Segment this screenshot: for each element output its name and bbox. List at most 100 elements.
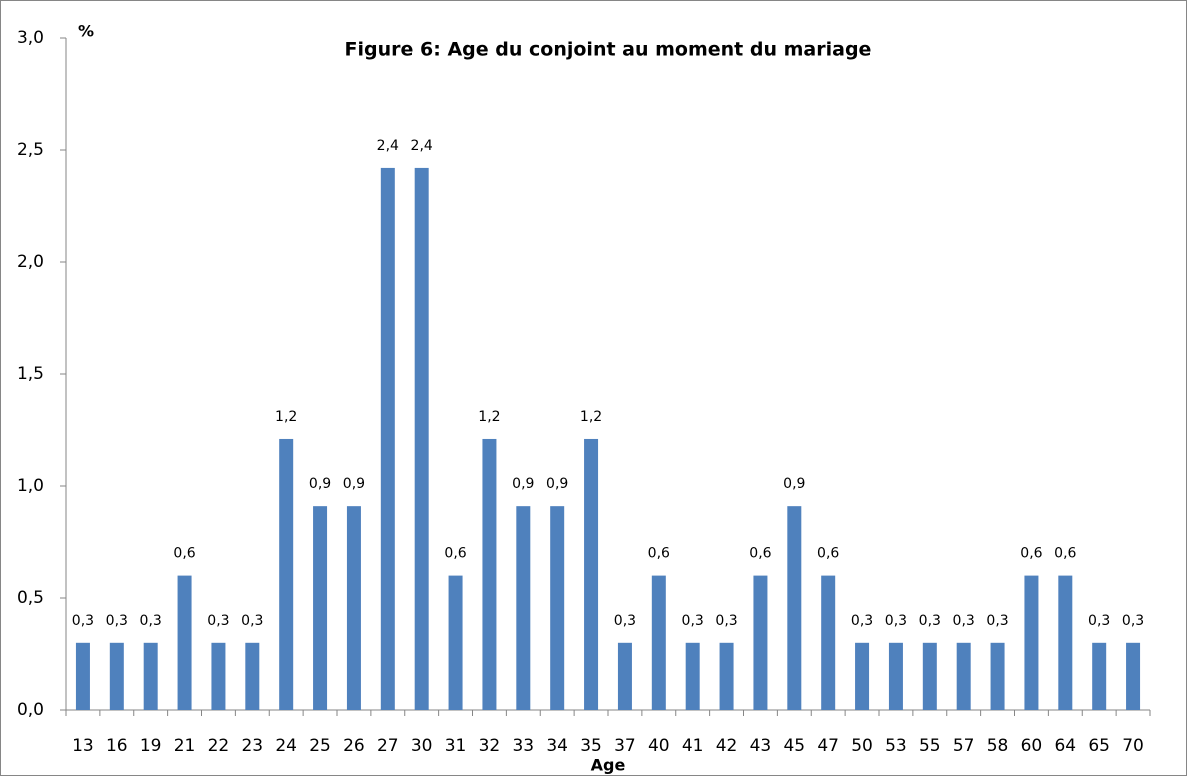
bar [1126, 642, 1141, 710]
value-label: 0,9 [512, 476, 534, 492]
bar [516, 506, 531, 710]
y-tick-label: 3,0 [17, 28, 44, 48]
bar [448, 575, 463, 710]
value-label: 2,4 [411, 138, 433, 154]
x-tick-label: 41 [682, 736, 704, 756]
y-tick-label: 0,0 [17, 700, 44, 720]
value-label: 0,6 [817, 546, 839, 562]
bar [922, 642, 937, 710]
bar [380, 167, 395, 711]
value-label: 0,6 [173, 546, 195, 562]
value-label: 0,3 [140, 613, 162, 629]
value-label: 0,3 [851, 613, 873, 629]
value-label: 0,3 [919, 613, 941, 629]
x-tick-label: 27 [377, 736, 399, 756]
x-tick-label: 57 [953, 736, 975, 756]
bar [245, 642, 260, 710]
x-tick-label: 37 [614, 736, 636, 756]
value-label: 2,4 [377, 138, 399, 154]
x-tick-label: 70 [1122, 736, 1144, 756]
x-tick-label: 24 [275, 736, 297, 756]
x-tick-label: 65 [1088, 736, 1110, 756]
y-tick-label: 1,0 [17, 476, 44, 496]
y-tick-label: 2,0 [17, 252, 44, 272]
value-label: 0,3 [614, 613, 636, 629]
bar [956, 642, 971, 710]
bar [346, 506, 361, 710]
value-label: 0,6 [444, 546, 466, 562]
bar [1092, 642, 1107, 710]
bar [1058, 575, 1073, 710]
x-tick-label: 60 [1021, 736, 1043, 756]
x-tick-label: 31 [445, 736, 467, 756]
x-tick-label: 13 [72, 736, 94, 756]
bar [143, 642, 158, 710]
y-tick-label: 0,5 [17, 588, 44, 608]
x-tick-label: 40 [648, 736, 670, 756]
value-label: 0,3 [682, 613, 704, 629]
value-label: 0,3 [953, 613, 975, 629]
x-tick-label: 43 [750, 736, 772, 756]
value-label: 0,6 [648, 546, 670, 562]
x-tick-label: 47 [817, 736, 839, 756]
x-tick-label: 42 [716, 736, 738, 756]
bar [888, 642, 903, 710]
x-tick-label: 50 [851, 736, 873, 756]
bar [753, 575, 768, 710]
bar [313, 506, 328, 710]
x-tick-label: 21 [174, 736, 196, 756]
value-label: 0,3 [241, 613, 263, 629]
bar [990, 642, 1005, 710]
value-label: 1,2 [275, 409, 297, 425]
y-tick-label: 2,5 [17, 140, 44, 160]
x-tick-label: 55 [919, 736, 941, 756]
bar [685, 642, 700, 710]
x-tick-label: 32 [479, 736, 501, 756]
y-axis-label: % [78, 22, 94, 41]
x-tick-label: 53 [885, 736, 907, 756]
value-label: 0,6 [749, 546, 771, 562]
value-label: 0,3 [106, 613, 128, 629]
value-label: 0,3 [986, 613, 1008, 629]
x-tick-label: 34 [546, 736, 568, 756]
chart-title: Figure 6: Age du conjoint au moment du m… [345, 39, 872, 61]
bar [550, 506, 565, 710]
bar [651, 575, 666, 710]
bar [414, 167, 429, 711]
bar [617, 642, 632, 710]
x-tick-label: 19 [140, 736, 162, 756]
value-label: 0,6 [1054, 546, 1076, 562]
x-tick-label: 26 [343, 736, 365, 756]
value-label: 0,9 [783, 476, 805, 492]
x-tick-label: 22 [208, 736, 230, 756]
value-label: 0,9 [343, 476, 365, 492]
x-axis-label: Age [591, 756, 626, 775]
bar [75, 642, 90, 710]
x-tick-label: 16 [106, 736, 128, 756]
x-tick-label: 30 [411, 736, 433, 756]
bar [177, 575, 192, 710]
x-tick-label: 64 [1054, 736, 1076, 756]
value-label: 0,6 [1020, 546, 1042, 562]
bar [1024, 575, 1039, 710]
x-tick-label: 25 [309, 736, 331, 756]
bar [109, 642, 124, 710]
bar [855, 642, 870, 710]
x-tick-label: 58 [987, 736, 1009, 756]
y-tick-label: 1,5 [17, 364, 44, 384]
x-tick-label: 23 [241, 736, 263, 756]
value-label: 1,2 [478, 409, 500, 425]
value-label: 0,3 [885, 613, 907, 629]
value-label: 0,3 [72, 613, 94, 629]
value-label: 0,3 [1088, 613, 1110, 629]
value-label: 0,3 [715, 613, 737, 629]
bar [211, 642, 226, 710]
x-tick-label: 35 [580, 736, 602, 756]
bar [787, 506, 802, 710]
value-label: 0,9 [309, 476, 331, 492]
bar [279, 438, 294, 710]
x-tick-label: 45 [783, 736, 805, 756]
bar [584, 438, 599, 710]
x-tick-label: 33 [512, 736, 534, 756]
